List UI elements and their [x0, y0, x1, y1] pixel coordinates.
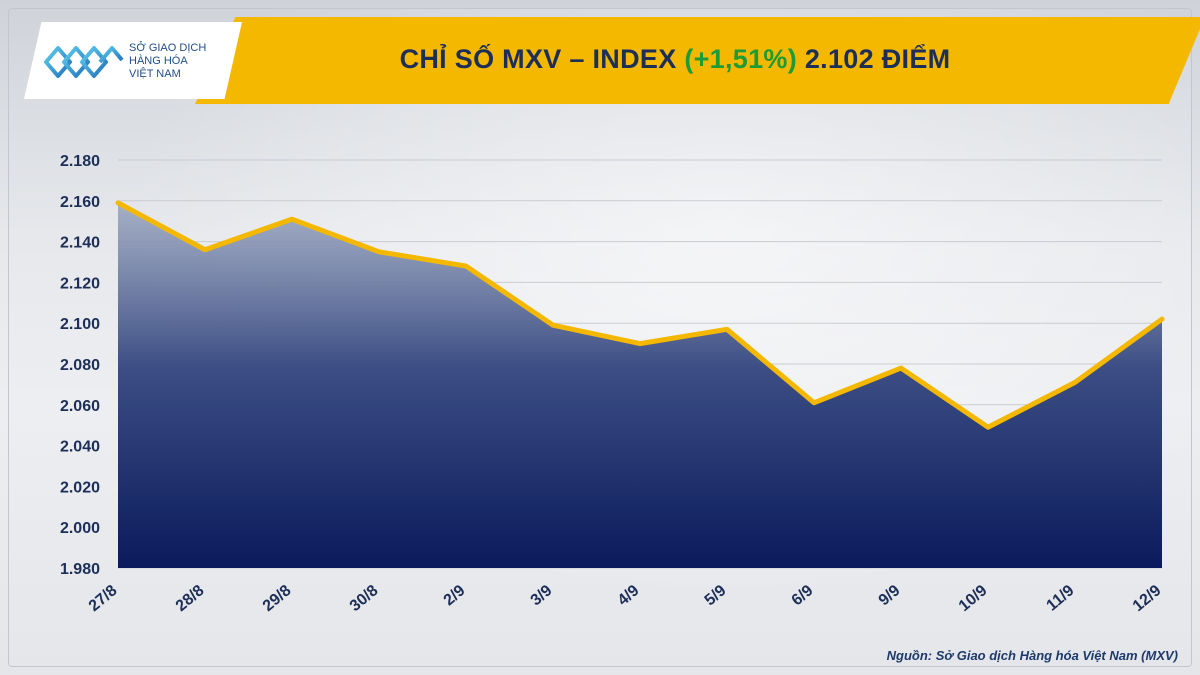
x-tick-label: 3/9 — [528, 582, 556, 609]
title-prefix: CHỈ SỐ MXV – INDEX — [399, 44, 685, 74]
y-tick-label: 2.020 — [60, 479, 100, 496]
y-tick-label: 2.080 — [60, 357, 100, 374]
y-tick-label: 2.160 — [60, 194, 100, 211]
x-tick-label: 9/9 — [876, 582, 904, 609]
x-tick-label: 28/8 — [173, 582, 208, 615]
logo-line-3: VIỆT NAM — [129, 68, 181, 80]
mxv-logo-icon — [44, 46, 124, 78]
x-tick-label: 6/9 — [789, 582, 817, 609]
y-tick-label: 2.040 — [60, 439, 100, 456]
x-tick-label: 2/9 — [441, 582, 469, 609]
x-tick-label: 5/9 — [702, 582, 730, 609]
x-tick-label: 29/8 — [260, 582, 295, 615]
x-tick-label: 11/9 — [1043, 582, 1077, 615]
header-band — [195, 17, 1200, 104]
y-tick-label: 2.100 — [60, 316, 100, 333]
x-tick-label: 4/9 — [615, 582, 643, 609]
page-title: CHỈ SỐ MXV – INDEX (+1,51%) 2.102 ĐIỂM — [230, 44, 1120, 75]
logo-line-2: HÀNG HÓA — [129, 55, 188, 67]
x-tick-label: 27/8 — [86, 582, 121, 615]
y-tick-label: 2.000 — [60, 520, 100, 537]
y-tick-label: 2.140 — [60, 235, 100, 252]
y-tick-label: 2.180 — [60, 153, 100, 170]
x-tick-label: 12/9 — [1130, 582, 1165, 615]
series-area — [118, 202, 1162, 568]
logo-line-1: SỞ GIAO DỊCH — [129, 42, 207, 54]
y-tick-label: 1.980 — [60, 561, 100, 578]
y-tick-label: 2.120 — [60, 275, 100, 292]
source-note: Nguồn: Sở Giao dịch Hàng hóa Việt Nam (M… — [886, 648, 1178, 663]
title-change: (+1,51%) — [684, 44, 798, 74]
logo-box — [24, 22, 242, 99]
title-suffix: 2.102 ĐIỂM — [797, 44, 951, 74]
logo-text: SỞ GIAO DỊCH HÀNG HÓA VIỆT NAM — [129, 42, 239, 81]
x-tick-label: 10/9 — [956, 582, 991, 615]
y-tick-label: 2.060 — [60, 398, 100, 415]
x-tick-label: 30/8 — [347, 582, 382, 615]
